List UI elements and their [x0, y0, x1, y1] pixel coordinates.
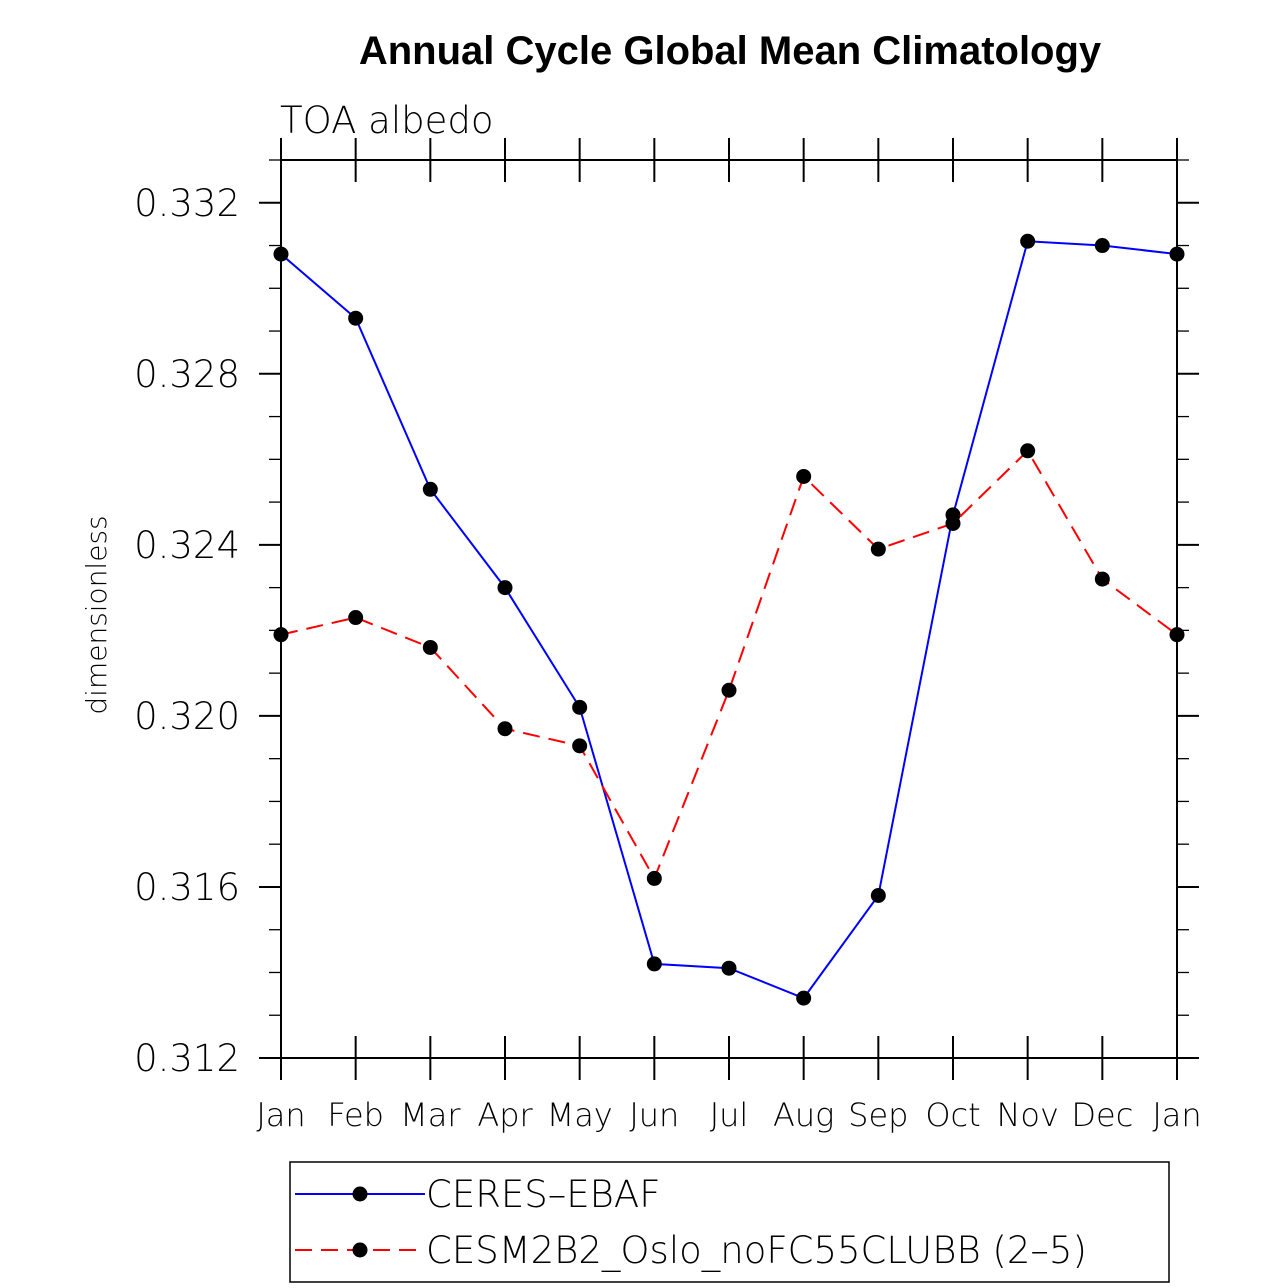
data-point-ceres	[1169, 246, 1185, 262]
x-tick-label: Apr	[477, 1096, 533, 1134]
data-point-cesm	[796, 468, 812, 484]
data-point-cesm	[497, 721, 513, 737]
y-tick-label: 0.320	[134, 695, 240, 738]
data-point-cesm	[1169, 627, 1185, 643]
y-tick-label: 0.328	[134, 353, 240, 396]
x-tick-label: Feb	[327, 1096, 384, 1134]
series-line-cesm	[280, 449, 1178, 881]
axis-ticks	[259, 138, 1199, 1080]
data-point-cesm	[1094, 571, 1110, 587]
data-point-ceres	[1094, 238, 1110, 254]
legend-label-cesm: CESM2B2_Oslo_noFC55CLUBB (2–5)	[426, 1229, 1087, 1273]
data-point-cesm	[721, 682, 737, 698]
data-point-cesm	[945, 515, 961, 531]
x-tick-label: Jan	[256, 1096, 305, 1134]
chart-subtitle: TOA albedo	[280, 99, 493, 142]
x-tick-label: Dec	[1071, 1096, 1133, 1134]
legend: CERES–EBAF CESM2B2_Oslo_noFC55CLUBB (2–5…	[289, 1161, 1170, 1283]
x-tick-label: Nov	[996, 1096, 1058, 1134]
legend-marker-ceres	[352, 1186, 368, 1202]
data-point-cesm	[870, 541, 886, 557]
x-tick-labels: Jan Feb Mar Apr May Jun Jul Aug Sep Oct Nov Dec Jan	[256, 1096, 1201, 1134]
data-point-ceres	[422, 481, 438, 497]
data-point-ceres	[273, 246, 289, 262]
plot-frame	[280, 159, 1178, 1059]
legend-box	[289, 1161, 1170, 1283]
series-line-ceres	[280, 240, 1178, 1000]
y-tick-label: 0.316	[134, 866, 240, 909]
data-point-ceres	[497, 580, 513, 596]
data-point-ceres	[796, 990, 812, 1006]
y-tick-label: 0.332	[134, 182, 240, 225]
data-point-cesm	[1020, 443, 1036, 459]
data-point-cesm	[273, 627, 289, 643]
y-tick-label: 0.324	[134, 524, 240, 567]
x-tick-label: May	[547, 1096, 613, 1134]
x-tick-label: Jun	[629, 1096, 679, 1134]
x-tick-label: Aug	[773, 1096, 834, 1134]
legend-label-ceres: CERES–EBAF	[426, 1173, 660, 1216]
y-tick-label: 0.312	[134, 1037, 240, 1080]
x-tick-label: Jan	[1152, 1096, 1201, 1134]
data-point-cesm	[572, 738, 588, 754]
data-point-cesm	[348, 610, 364, 626]
series-layer	[273, 233, 1185, 1006]
data-point-ceres	[1020, 233, 1036, 249]
x-tick-label: Jul	[710, 1096, 749, 1134]
data-point-ceres	[572, 699, 588, 715]
data-point-cesm	[646, 870, 662, 886]
data-point-cesm	[422, 639, 438, 655]
legend-marker-cesm	[352, 1242, 368, 1258]
chart-title: Annual Cycle Global Mean Climatology	[359, 29, 1102, 73]
data-point-ceres	[721, 960, 737, 976]
data-point-ceres	[870, 888, 886, 904]
y-tick-labels: 0.312 0.316 0.320 0.324 0.328 0.332	[134, 182, 240, 1080]
x-tick-label: Sep	[848, 1096, 908, 1134]
x-tick-label: Mar	[400, 1096, 461, 1134]
x-tick-label: Oct	[925, 1096, 980, 1134]
y-axis-label: dimensionless	[80, 515, 113, 714]
data-point-ceres	[646, 956, 662, 972]
data-point-ceres	[348, 310, 364, 326]
